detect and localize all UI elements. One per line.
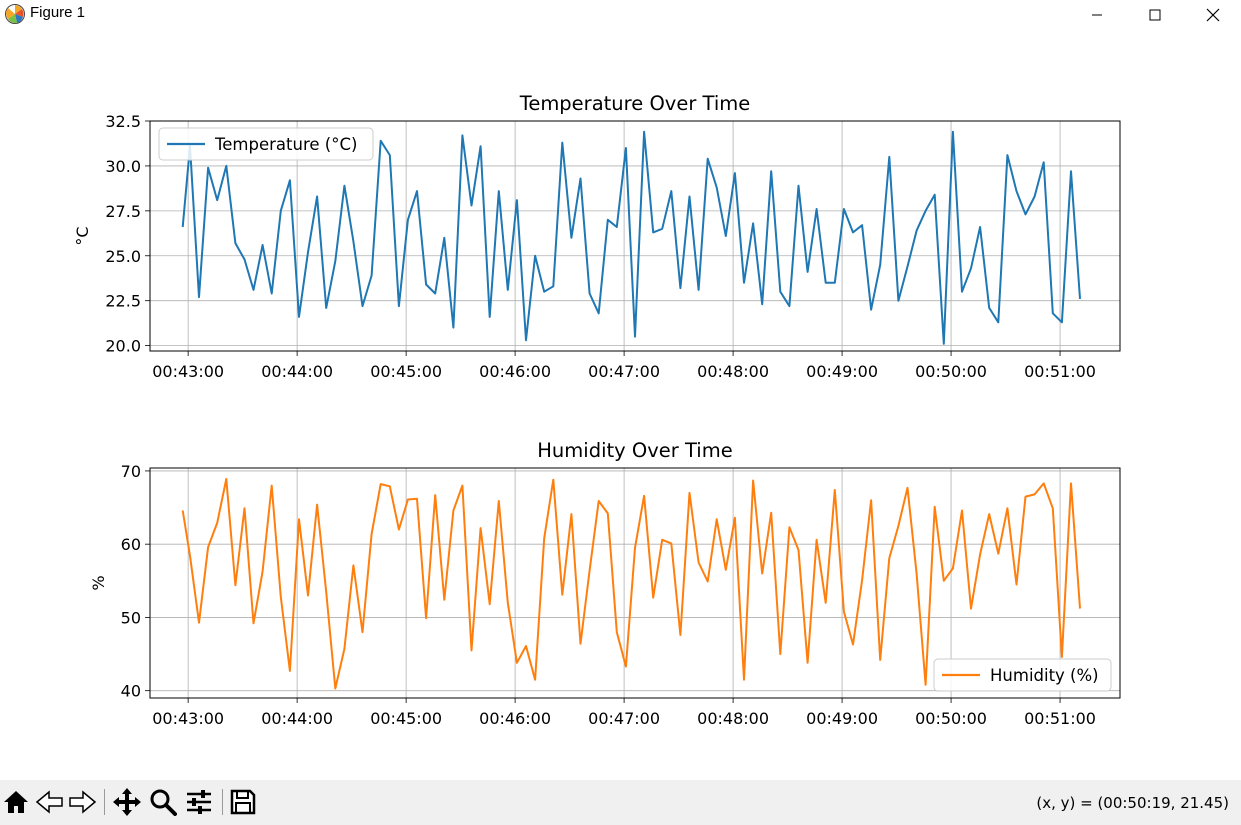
- home-icon: [4, 791, 28, 813]
- temperature-x-tick-label: 00:44:00: [261, 362, 333, 381]
- temperature-y-tick-label: 22.5: [105, 292, 141, 311]
- close-button[interactable]: [1184, 0, 1241, 30]
- humidity-x-tick-label: 00:44:00: [261, 709, 333, 728]
- navigation-toolbar: (x, y) = (00:50:19, 21.45): [0, 780, 1241, 825]
- home-button[interactable]: [0, 786, 32, 818]
- temperature-legend-box: [158, 127, 374, 161]
- temperature-x-tick-label: 00:50:00: [915, 362, 987, 381]
- maximize-button[interactable]: [1126, 0, 1184, 30]
- temperature-x-tick-label: 00:51:00: [1024, 362, 1096, 381]
- save-button[interactable]: [227, 786, 259, 818]
- humidity-y-tick-label: 50: [121, 608, 141, 627]
- humidity-x-tick-label: 00:45:00: [370, 709, 442, 728]
- cursor-coordinates: (x, y) = (00:50:19, 21.45): [1036, 794, 1229, 812]
- back-button[interactable]: [34, 786, 66, 818]
- humidity-x-tick-label: 00:46:00: [479, 709, 551, 728]
- temperature-x-tick-label: 00:43:00: [152, 362, 224, 381]
- humidity-x-tick-label: 00:48:00: [697, 709, 769, 728]
- window-title: Figure 1: [30, 4, 86, 21]
- forward-arrow-icon: [69, 790, 97, 814]
- temperature-series-line: [181, 130, 1081, 345]
- toolbar-separator: [104, 789, 105, 815]
- humidity-axes-frame: [149, 467, 1121, 699]
- temperature-y-tick-label: 20.0: [105, 337, 141, 356]
- pan-move-icon: [113, 788, 141, 816]
- humidity-y-tick-label: 70: [121, 462, 141, 481]
- maximize-icon: [1149, 9, 1161, 21]
- humidity-chart-title: Humidity Over Time: [537, 439, 732, 462]
- humidity-legend-box: [933, 658, 1112, 692]
- temperature-legend-label: Temperature (°C): [214, 135, 357, 154]
- humidity-y-axis-label: %: [89, 575, 108, 590]
- toolbar-separator: [222, 789, 223, 815]
- temperature-x-tick-label: 00:48:00: [697, 362, 769, 381]
- humidity-legend-label: Humidity (%): [990, 666, 1099, 685]
- matplotlib-logo-icon: [4, 3, 26, 25]
- pan-button[interactable]: [111, 786, 143, 818]
- temperature-axes-frame: [149, 120, 1121, 352]
- humidity-x-tick-label: 00:51:00: [1024, 709, 1096, 728]
- minimize-button[interactable]: [1068, 0, 1126, 30]
- back-arrow-icon: [35, 790, 63, 814]
- humidity-x-tick-label: 00:43:00: [152, 709, 224, 728]
- zoom-button[interactable]: [147, 786, 179, 818]
- minimize-icon: [1092, 14, 1102, 16]
- zoom-magnifier-icon: [150, 789, 177, 816]
- window-titlebar: Figure 1: [0, 0, 1241, 30]
- temperature-y-tick-label: 27.5: [105, 202, 141, 221]
- figure-svg: 00:43:00 00:44:00 00:45:00 00:46:00 00:47:00…: [73, 92, 1121, 728]
- humidity-x-tick-label: 00:50:00: [915, 709, 987, 728]
- temperature-x-tick-label: 00:49:00: [806, 362, 878, 381]
- temperature-x-tick-label: 00:45:00: [370, 362, 442, 381]
- temperature-chart-title: Temperature Over Time: [519, 92, 751, 115]
- humidity-y-tick-label: 40: [121, 682, 141, 701]
- close-icon: [1206, 8, 1220, 22]
- humidity-x-tick-label: 00:47:00: [588, 709, 660, 728]
- forward-button[interactable]: [66, 786, 98, 818]
- temperature-y-tick-label: 30.0: [105, 157, 141, 176]
- configure-subplots-button[interactable]: [183, 786, 215, 818]
- temperature-y-axis-label: °C: [73, 226, 92, 245]
- humidity-y-tick-label: 60: [121, 535, 141, 554]
- temperature-x-tick-label: 00:46:00: [479, 362, 551, 381]
- temperature-y-tick-label: 32.5: [105, 112, 141, 131]
- temperature-x-tick-label: 00:47:00: [588, 362, 660, 381]
- humidity-x-tick-label: 00:49:00: [806, 709, 878, 728]
- humidity-series-line: [181, 478, 1081, 690]
- configure-subplots-icon: [187, 790, 211, 814]
- temperature-y-tick-label: 25.0: [105, 247, 141, 266]
- figure-canvas[interactable]: 00:43:00 00:44:00 00:45:00 00:46:00 00:47:00…: [0, 30, 1241, 780]
- save-floppy-icon: [230, 789, 256, 815]
